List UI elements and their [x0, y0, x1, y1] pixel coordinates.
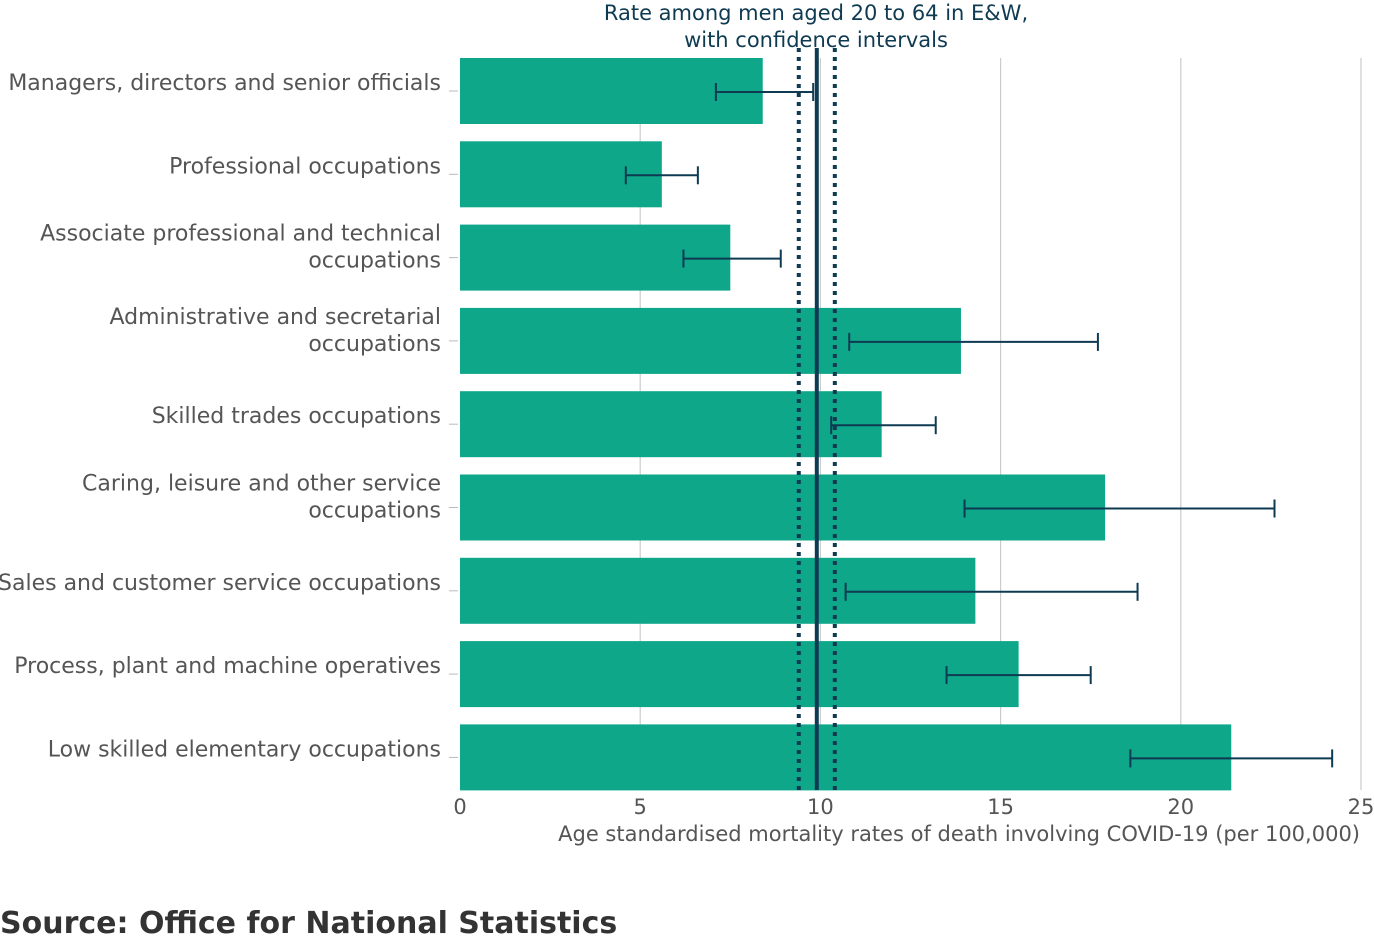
category-label-line: Caring, leisure and other service [82, 472, 441, 497]
x-tick-labels: 0 5 10 15 20 25 [453, 795, 1374, 819]
error-bars [624, 83, 1334, 768]
category-label-line: Administrative and secretarial [109, 305, 441, 330]
bar [460, 391, 882, 458]
chart: Managers, directors and senior officials… [0, 1, 1374, 846]
category-label-line: occupations [308, 499, 441, 524]
category-label: Professional occupations [169, 154, 441, 179]
x-tick-label: 10 [807, 795, 834, 819]
x-tick-label: 5 [634, 795, 647, 819]
bar [460, 724, 1232, 791]
category-label: Administrative and secretarial occupation… [109, 305, 441, 357]
category-label: Managers, directors and senior officials [8, 71, 441, 96]
x-tick-label: 20 [1167, 795, 1194, 819]
x-tick-label: 0 [453, 795, 466, 819]
category-label: Skilled trades occupations [152, 404, 441, 429]
source-note: Source: Office for National Statistics [0, 906, 618, 941]
bars [460, 58, 1232, 791]
category-label: Associate professional and technical occu… [40, 222, 441, 274]
x-tick-label: 15 [987, 795, 1014, 819]
category-labels: Managers, directors and senior officials… [0, 71, 458, 762]
x-tick-label: 25 [1348, 795, 1374, 819]
reference-label-line: with confidence intervals [684, 28, 948, 52]
reference-label: Rate among men aged 20 to 64 in E&W, with… [604, 1, 1028, 52]
reference-lines [796, 48, 837, 790]
x-axis-title: Age standardised mortality rates of deat… [558, 822, 1360, 846]
bar [460, 641, 1019, 708]
category-label-line: Associate professional and technical [40, 222, 441, 247]
reference-label-line: Rate among men aged 20 to 64 in E&W, [604, 1, 1028, 25]
category-label: Sales and customer service occupations [0, 571, 441, 596]
category-label: Process, plant and machine operatives [14, 654, 441, 679]
category-label-line: occupations [308, 332, 441, 357]
category-label: Low skilled elementary occupations [48, 737, 441, 762]
bar [460, 58, 763, 124]
category-label-line: occupations [308, 249, 441, 274]
category-label: Caring, leisure and other service occupat… [82, 472, 441, 524]
